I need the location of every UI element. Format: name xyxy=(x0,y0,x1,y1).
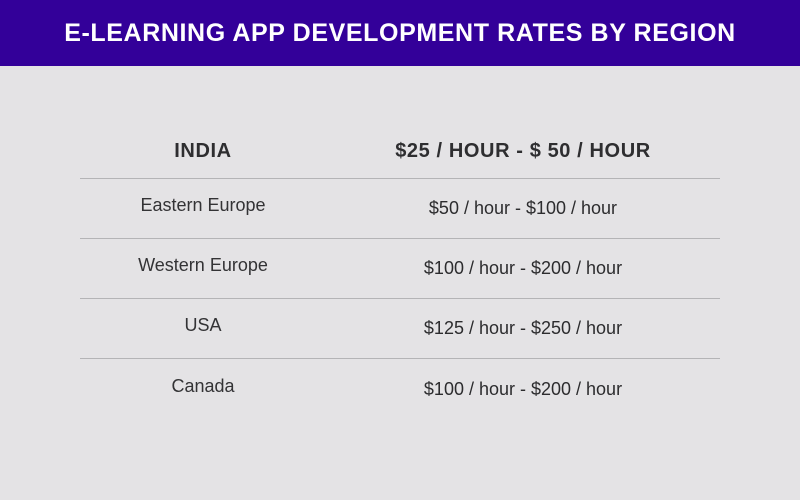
table-row: Eastern Europe $50 / hour - $100 / hour xyxy=(80,179,720,239)
rate-cell: $100 / hour - $200 / hour xyxy=(423,258,623,278)
title-banner: E-LEARNING APP DEVELOPMENT RATES BY REGI… xyxy=(0,0,800,66)
region-cell: Canada xyxy=(171,375,235,396)
region-cell: Eastern Europe xyxy=(140,195,266,215)
page-title: E-LEARNING APP DEVELOPMENT RATES BY REGI… xyxy=(64,18,736,47)
rate-cell: $50 / hour - $100 / hour xyxy=(428,198,618,218)
region-cell: USA xyxy=(184,315,222,335)
table-row: USA $125 / hour - $250 / hour xyxy=(80,299,720,359)
region-cell: Western Europe xyxy=(138,255,268,275)
table-header-row: INDIA $25 / HOUR - $ 50 / HOUR xyxy=(80,124,720,179)
header-region-cell: INDIA xyxy=(174,139,232,162)
rate-cell: $100 / hour - $200 / hour xyxy=(423,378,623,399)
rate-cell: $125 / hour - $250 / hour xyxy=(423,318,623,338)
table-row: Western Europe $100 / hour - $200 / hour xyxy=(80,239,720,299)
rates-table: INDIA $25 / HOUR - $ 50 / HOUR Eastern E… xyxy=(80,124,720,419)
table-row: Canada $100 / hour - $200 / hour xyxy=(80,359,720,419)
header-rate-cell: $25 / HOUR - $ 50 / HOUR xyxy=(395,139,651,162)
